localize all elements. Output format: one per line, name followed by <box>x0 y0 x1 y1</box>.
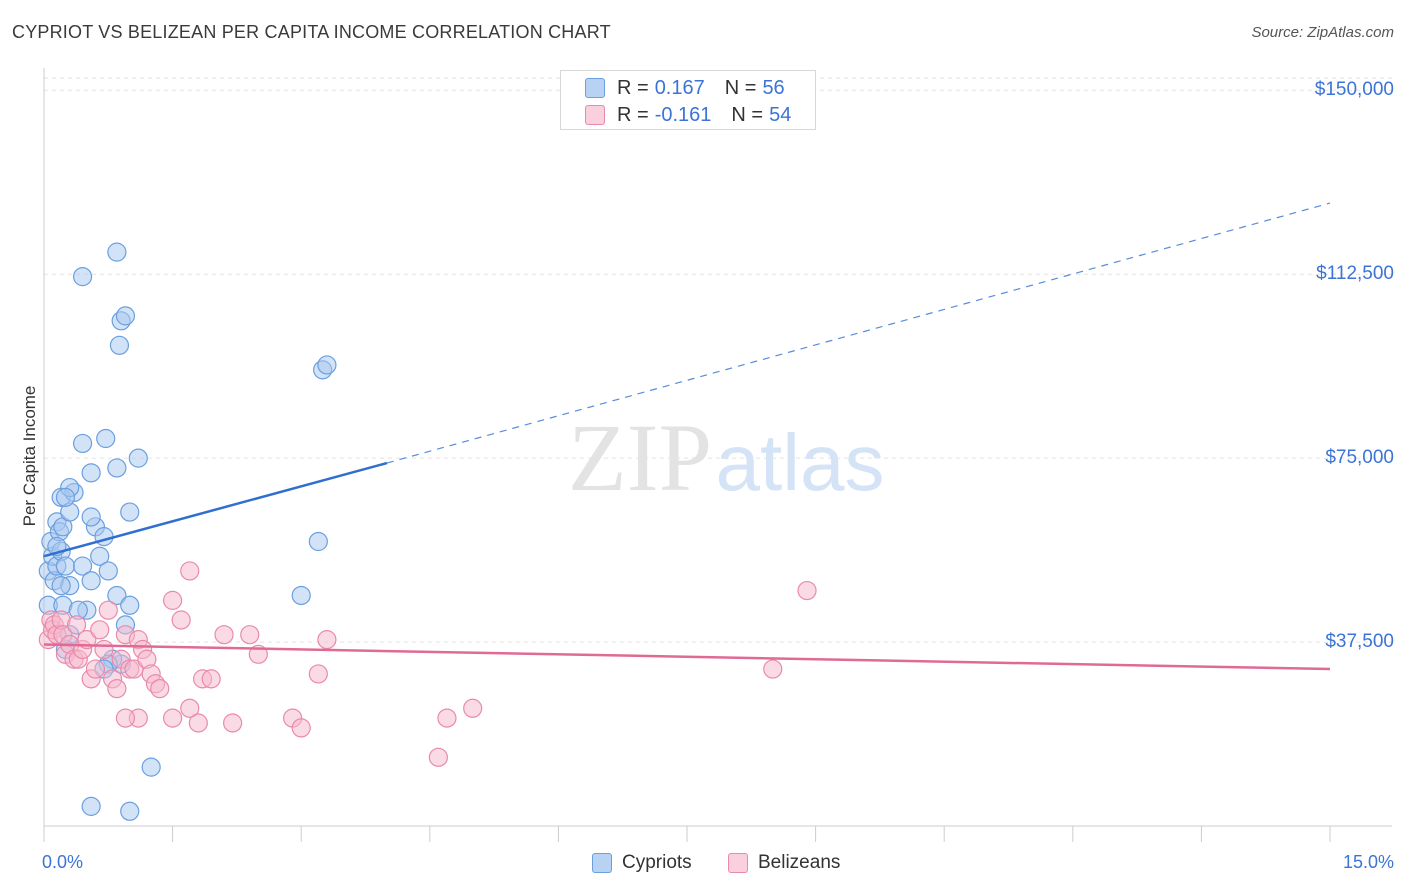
gridlines <box>44 77 1392 643</box>
cypriot-point <box>51 576 71 596</box>
trend-lines <box>43 202 1331 671</box>
legend-n-value: 56 <box>762 76 785 99</box>
legend-swatch-pink <box>585 105 605 125</box>
belizean-point <box>437 708 457 728</box>
watermark-zip: ZIP <box>568 404 712 511</box>
belizean-point <box>180 561 200 581</box>
legend-row-belizeans: R = -0.161 N = 54 <box>585 102 791 128</box>
legend-swatch-blue <box>592 853 612 873</box>
legend-r-label: R = <box>617 76 649 99</box>
belizean-point <box>115 708 136 728</box>
legend-row-cypriots: R = 0.167 N = 56 <box>585 75 785 101</box>
x-tick-label-max: 15.0% <box>1342 852 1394 872</box>
cypriot-point <box>81 463 101 483</box>
belizean-point <box>188 713 208 733</box>
watermark-atlas: atlas <box>716 418 885 507</box>
legend-r-label: R = <box>617 103 649 126</box>
belizean-point <box>150 679 170 699</box>
belizean-point <box>66 615 87 635</box>
cypriot-point <box>72 433 93 454</box>
cypriots-series <box>38 242 337 821</box>
belizean-point <box>201 669 221 689</box>
legend-r-value: 0.167 <box>654 76 705 99</box>
y-tick-label: $37,500 <box>1325 631 1394 653</box>
cypriot-point <box>107 458 127 478</box>
belizean-point <box>428 747 448 767</box>
cypriot-point <box>120 502 140 522</box>
belizean-point <box>763 659 783 679</box>
series-legend: Cypriots Belizeans <box>0 852 1406 878</box>
cypriot-point <box>120 595 140 615</box>
cypriot-point <box>291 585 311 606</box>
belizean-point <box>94 639 114 660</box>
cypriot-point <box>109 335 130 355</box>
axes <box>43 68 1392 842</box>
chart-title: CYPRIOT VS BELIZEAN PER CAPITA INCOME CO… <box>12 22 611 42</box>
correlation-legend: R = 0.167 N = 56 R = -0.161 N = 54 <box>560 70 816 130</box>
cypriot-point <box>98 561 118 581</box>
x-tick-label-min: 0.0% <box>42 852 84 872</box>
belizeans-trend-line <box>43 643 1331 671</box>
cypriot-point <box>308 531 328 552</box>
legend-n-label: N = <box>724 76 757 99</box>
belizean-point <box>107 679 127 699</box>
cypriots-trend-line <box>43 461 388 558</box>
cypriot-point <box>128 448 148 468</box>
belizean-point <box>317 630 337 650</box>
cypriot-point <box>72 556 93 576</box>
cypriot-point <box>107 242 127 262</box>
legend-n-label: N = <box>731 103 764 126</box>
belizean-point <box>163 708 183 728</box>
legend-swatch-blue <box>585 78 605 98</box>
y-tick-label: $75,000 <box>1325 447 1394 469</box>
legend-n-value: 54 <box>769 103 792 126</box>
legend-label-cypriots: Cypriots <box>622 852 692 873</box>
cypriot-point <box>55 556 76 576</box>
cypriot-point <box>55 487 76 507</box>
cypriot-point <box>90 546 110 566</box>
legend-r-value: -0.161 <box>654 103 712 126</box>
belizean-point <box>797 580 817 601</box>
cypriot-point <box>141 757 161 777</box>
belizean-point <box>291 718 311 738</box>
legend-label-belizeans: Belizeans <box>758 852 841 873</box>
cypriot-point <box>81 796 101 816</box>
belizean-point <box>463 698 483 718</box>
belizean-point <box>214 625 234 645</box>
belizean-point <box>223 713 243 733</box>
y-tick-label: $150,000 <box>1314 79 1394 101</box>
source-label: Source: ZipAtlas.com <box>1251 24 1394 41</box>
cypriot-point <box>107 585 127 606</box>
cypriot-point <box>120 801 140 821</box>
belizean-point <box>240 625 260 645</box>
belizean-point <box>180 698 200 718</box>
cypriot-point <box>115 306 136 326</box>
belizean-point <box>98 600 118 620</box>
belizean-point <box>163 590 183 610</box>
cypriot-point <box>96 428 116 449</box>
belizean-point <box>308 664 328 684</box>
legend-item-belizeans[interactable]: Belizeans <box>728 852 840 874</box>
belizean-point <box>85 659 106 679</box>
belizeans-series <box>38 561 817 767</box>
cypriot-point <box>72 267 93 287</box>
belizean-point <box>90 620 110 640</box>
legend-item-cypriots[interactable]: Cypriots <box>592 852 692 874</box>
belizean-point <box>171 610 191 630</box>
legend-swatch-pink <box>728 853 748 873</box>
cypriot-point <box>81 571 101 591</box>
cypriot-point <box>317 355 337 375</box>
cypriot-point <box>81 507 101 527</box>
y-tick-label: $112,500 <box>1316 263 1394 285</box>
